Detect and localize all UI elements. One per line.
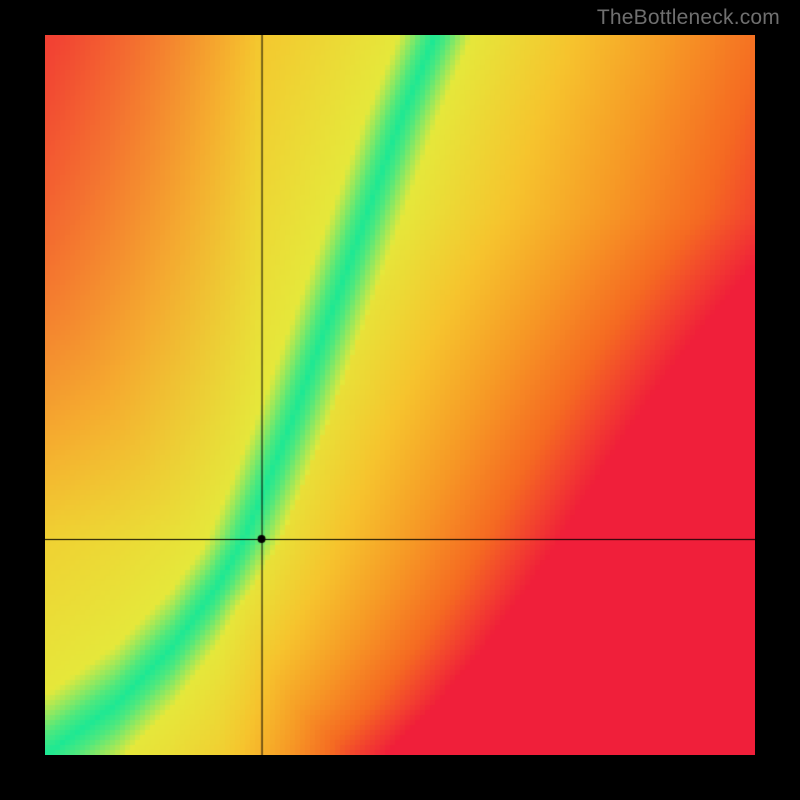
bottleneck-heatmap — [45, 35, 755, 755]
watermark-text: TheBottleneck.com — [597, 6, 780, 30]
chart-frame: TheBottleneck.com — [0, 0, 800, 800]
